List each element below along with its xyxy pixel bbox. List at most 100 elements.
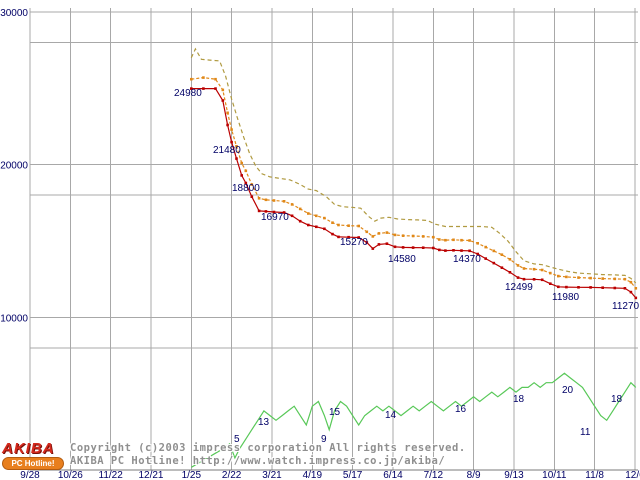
point-label: 24980 (174, 88, 202, 99)
lowest-price-marker (214, 87, 217, 90)
average-price-marker (244, 169, 248, 173)
lowest-price-marker (240, 174, 243, 177)
lowest-price-marker (484, 257, 487, 260)
average-price-marker (577, 276, 580, 279)
lowest-price-marker (371, 247, 375, 250)
average-price-marker (272, 199, 276, 202)
average-price-marker (240, 161, 243, 165)
series-highest-price (190, 47, 637, 284)
x-axis-tick-label: 4/19 (303, 470, 323, 480)
y-axis-tick-label: 20000 (0, 161, 28, 172)
lowest-price-marker (385, 242, 389, 245)
point-label: 9 (321, 434, 327, 445)
average-price-marker (298, 207, 302, 211)
copyright-line2: AKIBA PC Hotline! http://www.watch.impre… (70, 455, 446, 467)
average-price-marker (634, 287, 638, 290)
lowest-price-marker (282, 211, 286, 214)
average-price-marker (290, 203, 294, 206)
lowest-price-marker (549, 282, 552, 285)
lowest-price-marker (401, 246, 405, 249)
x-axis-tick-label: 5/17 (343, 470, 363, 480)
lowest-price-marker (357, 236, 360, 239)
lowest-price-marker (444, 249, 447, 252)
lowest-price-marker (522, 277, 526, 281)
lowest-price-marker (613, 286, 617, 290)
lowest-price-marker (532, 278, 536, 281)
point-label: 16 (455, 404, 467, 415)
point-label: 11 (580, 427, 591, 438)
average-price-marker (532, 267, 536, 271)
x-axis-tick-label: 8/9 (467, 470, 481, 480)
average-price-marker (377, 232, 381, 235)
x-axis-tick-label: 10/11 (542, 470, 567, 480)
x-axis-tick-label: 1/25 (182, 470, 202, 480)
x-axis-tick-label: 2/22 (222, 470, 242, 480)
lowest-price-marker (557, 285, 560, 289)
average-price-marker (226, 111, 229, 115)
lowest-price-marker (257, 209, 261, 213)
average-price-marker (235, 145, 238, 148)
x-axis-tick-label: 7/12 (424, 470, 444, 480)
average-price-marker (190, 77, 193, 81)
average-price-marker (411, 234, 415, 238)
lowest-price-marker (298, 219, 302, 223)
average-price-marker (508, 258, 512, 261)
series-lowest-price (190, 87, 638, 300)
lowest-price-marker (221, 99, 225, 102)
lowest-price-marker (476, 252, 479, 256)
x-axis-tick-label: 11/8 (585, 470, 604, 480)
average-price-marker (500, 253, 504, 256)
point-label: 13 (258, 417, 270, 428)
lowest-price-marker (516, 276, 520, 279)
point-label: 11270 (612, 301, 640, 312)
average-price-marker (401, 234, 405, 237)
point-label: 15 (329, 407, 341, 418)
lowest-price-marker (226, 123, 229, 127)
point-label: 14370 (453, 254, 481, 265)
average-price-marker (468, 239, 471, 242)
average-price-marker (365, 230, 369, 234)
point-label: 5 (234, 434, 240, 445)
lowest-price-marker (315, 225, 318, 229)
average-price-marker (549, 271, 552, 275)
average-price-marker (565, 275, 568, 279)
average-price-marker (476, 242, 479, 245)
average-price-marker (484, 245, 487, 249)
lowest-price-marker (250, 195, 254, 198)
lowest-price-marker (337, 235, 340, 239)
average-price-marker (516, 264, 520, 267)
x-axis-tick-label: 9/28 (20, 470, 40, 480)
axis-labels: 30000 20000 10000 9/28 10/26 11/22 12/21 1/25 2/… (0, 8, 640, 480)
point-label: 16970 (261, 212, 289, 223)
point-label: 14580 (388, 254, 416, 265)
lowest-price-marker (365, 241, 369, 244)
average-price-marker (282, 200, 286, 203)
average-price-marker (221, 88, 225, 92)
average-price-marker (492, 249, 496, 253)
lowest-price-marker (565, 285, 568, 289)
average-price-marker (331, 221, 334, 224)
average-price-marker (629, 280, 633, 284)
lowest-price-marker (452, 249, 455, 252)
lowest-price-marker (421, 246, 425, 249)
average-price-marker (421, 235, 425, 238)
series-shop-count (190, 372, 637, 468)
average-price-marker (432, 235, 435, 239)
average-price-marker (438, 238, 441, 241)
average-price-marker (444, 238, 447, 242)
point-label: 18 (513, 394, 525, 405)
x-axis-tick-label: 12/21 (138, 470, 163, 480)
average-price-marker (385, 231, 389, 234)
y-axis-tick-label: 10000 (0, 313, 28, 324)
copyright-text: Copyright (c)2003 impress corporation Al… (70, 442, 466, 468)
lowest-price-marker (290, 214, 294, 218)
average-price-marker (452, 238, 455, 242)
average-price-marker (357, 224, 360, 228)
akiba-logo-text: AKIBA (2, 440, 55, 457)
x-axis-tick-label: 10/26 (58, 470, 83, 480)
x-axis-tick-label: 11/22 (99, 470, 124, 480)
average-price-marker (601, 277, 604, 280)
lowest-price-marker (202, 87, 205, 90)
x-axis-tick-label: 6/14 (383, 470, 403, 480)
